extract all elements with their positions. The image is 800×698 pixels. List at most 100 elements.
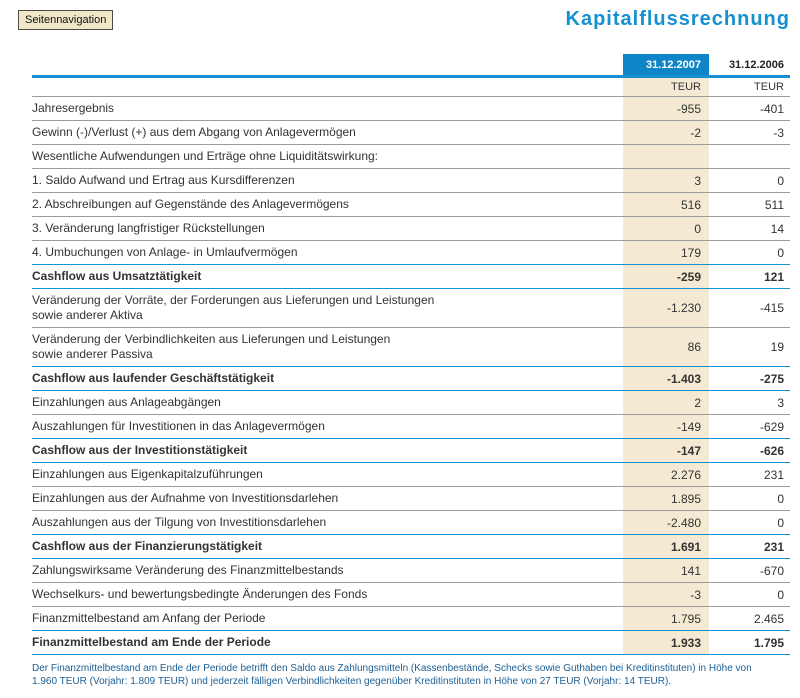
table-row: Jahresergebnis -955 -401 xyxy=(32,97,790,121)
unit-label-2006: TEUR xyxy=(754,81,784,93)
row-value-2007: -955 xyxy=(623,97,709,120)
table-row: Wesentliche Aufwendungen und Erträge ohn… xyxy=(32,145,790,169)
header-rule xyxy=(32,75,790,78)
row-value-2007: 1.691 xyxy=(623,535,709,558)
row-label: Gewinn (-)/Verlust (+) aus dem Abgang vo… xyxy=(32,125,356,139)
row-value-2006: 231 xyxy=(763,467,784,482)
row-label: Cashflow aus der Investitionstätigkeit xyxy=(32,443,248,457)
table-row: Finanzmittelbestand am Anfang der Period… xyxy=(32,607,790,631)
row-value-2007: -2.480 xyxy=(623,511,709,534)
table-row: Cashflow aus laufender Geschäftstätigkei… xyxy=(32,367,790,391)
row-value-2006: 14 xyxy=(770,221,784,236)
row-value-2007: 141 xyxy=(623,559,709,582)
row-value-2007: 3 xyxy=(623,169,709,192)
row-value-2006: 0 xyxy=(777,245,784,260)
row-value-2006: 1.795 xyxy=(753,635,784,650)
table-row: Einzahlungen aus Anlageabgängen 2 3 xyxy=(32,391,790,415)
row-value-2007: -2 xyxy=(623,121,709,144)
row-label: Einzahlungen aus Anlageabgängen xyxy=(32,395,221,409)
table-row: Zahlungswirksame Veränderung des Finanzm… xyxy=(32,559,790,583)
table-row: Einzahlungen aus der Aufnahme von Invest… xyxy=(32,487,790,511)
row-value-2007: -259 xyxy=(623,265,709,288)
row-value-2007: 1.933 xyxy=(623,631,709,654)
row-label: Auszahlungen aus der Tilgung von Investi… xyxy=(32,515,327,529)
table-row: Cashflow aus der Finanzierungstätigkeit … xyxy=(32,535,790,559)
row-value-2006: -415 xyxy=(759,301,784,315)
header-spacer xyxy=(32,54,623,75)
table-row: Einzahlungen aus Eigenkapitalzuführungen… xyxy=(32,463,790,487)
table-row: Wechselkurs- und bewertungsbedingte Ände… xyxy=(32,583,790,607)
row-value-2006 xyxy=(714,145,790,168)
row-label: Veränderung der Vorräte, der Forderungen… xyxy=(32,293,435,322)
row-value-2006: 121 xyxy=(763,269,784,284)
row-value-2007: 1.895 xyxy=(623,487,709,510)
row-value-2006: -275 xyxy=(759,371,784,386)
row-value-2006: 3 xyxy=(777,395,784,410)
table-row: Cashflow aus der Investitionstätigkeit -… xyxy=(32,439,790,463)
row-label: Cashflow aus Umsatztätigkeit xyxy=(32,269,202,283)
table-row: Gewinn (-)/Verlust (+) aus dem Abgang vo… xyxy=(32,121,790,145)
table-row: 4. Umbuchungen von Anlage- in Umlaufverm… xyxy=(32,241,790,265)
col-header-2007: 31.12.2007 xyxy=(623,54,709,75)
row-label: 1. Saldo Aufwand und Ertrag aus Kursdiff… xyxy=(32,173,295,187)
row-value-2007: 0 xyxy=(623,217,709,240)
row-value-2006: -626 xyxy=(759,443,784,458)
row-label: Cashflow aus laufender Geschäftstätigkei… xyxy=(32,371,275,385)
table-header-row: 31.12.2007 31.12.2006 xyxy=(32,54,790,75)
row-value-2006: 0 xyxy=(777,587,784,602)
row-label: Wechselkurs- und bewertungsbedingte Ände… xyxy=(32,587,368,601)
row-label: Zahlungswirksame Veränderung des Finanzm… xyxy=(32,563,344,577)
table-body: Jahresergebnis -955 -401 Gewinn (-)/Verl… xyxy=(32,97,790,655)
cashflow-table: 31.12.2007 31.12.2006 TEUR TEUR Jahreser… xyxy=(32,54,790,655)
unit-label-2007: TEUR xyxy=(623,78,709,96)
row-label: Finanzmittelbestand am Anfang der Period… xyxy=(32,611,266,625)
row-label: Finanzmittelbestand am Ende der Periode xyxy=(32,635,271,649)
unit-spacer xyxy=(32,78,623,96)
row-value-2006: 0 xyxy=(777,491,784,506)
row-value-2007: 86 xyxy=(623,328,709,366)
row-label: Veränderung der Verbindlichkeiten aus Li… xyxy=(32,332,391,361)
table-row: Cashflow aus Umsatztätigkeit -259 121 xyxy=(32,265,790,289)
table-row: 3. Veränderung langfristiger Rückstellun… xyxy=(32,217,790,241)
row-value-2006: 0 xyxy=(777,515,784,530)
table-row: Veränderung der Verbindlichkeiten aus Li… xyxy=(32,328,790,367)
row-label: Wesentliche Aufwendungen und Erträge ohn… xyxy=(32,149,379,163)
row-value-2006: -629 xyxy=(759,419,784,434)
row-value-2006: -3 xyxy=(773,125,784,140)
row-value-2006: 511 xyxy=(764,197,784,212)
row-label: 4. Umbuchungen von Anlage- in Umlaufverm… xyxy=(32,245,298,259)
row-value-2007: -3 xyxy=(623,583,709,606)
table-row: 2. Abschreibungen auf Gegenstände des An… xyxy=(32,193,790,217)
row-value-2007: 516 xyxy=(623,193,709,216)
row-value-2006: 19 xyxy=(770,340,784,354)
row-value-2007: 2.276 xyxy=(623,463,709,486)
row-value-2007: 1.795 xyxy=(623,607,709,630)
row-label: Einzahlungen aus Eigenkapitalzuführungen xyxy=(32,467,263,481)
row-label: Einzahlungen aus der Aufnahme von Invest… xyxy=(32,491,339,505)
col-header-2006: 31.12.2006 xyxy=(728,58,784,71)
seitennavigation-button[interactable]: Seitennavigation xyxy=(18,10,114,30)
table-row: 1. Saldo Aufwand und Ertrag aus Kursdiff… xyxy=(32,169,790,193)
unit-row: TEUR TEUR xyxy=(32,78,790,97)
table-row: Auszahlungen aus der Tilgung von Investi… xyxy=(32,511,790,535)
row-value-2006: -401 xyxy=(759,101,784,116)
row-value-2007: 179 xyxy=(623,241,709,264)
row-label: 2. Abschreibungen auf Gegenstände des An… xyxy=(32,197,349,211)
row-value-2007: -147 xyxy=(623,439,709,462)
row-label: 3. Veränderung langfristiger Rückstellun… xyxy=(32,221,265,235)
row-value-2007 xyxy=(623,145,709,168)
row-value-2007: -1.403 xyxy=(623,367,709,390)
row-label: Auszahlungen für Investitionen in das An… xyxy=(32,419,325,433)
footnote: Der Finanzmittelbestand am Ende der Peri… xyxy=(32,663,752,687)
row-value-2006: 231 xyxy=(763,539,784,554)
page-title: Kapitalflussrechnung xyxy=(565,8,790,30)
row-value-2007: 2 xyxy=(623,391,709,414)
row-value-2007: -149 xyxy=(623,415,709,438)
row-label: Cashflow aus der Finanzierungstätigkeit xyxy=(32,539,263,553)
row-value-2006: -670 xyxy=(759,563,784,578)
table-row: Finanzmittelbestand am Ende der Periode … xyxy=(32,631,790,655)
row-value-2007: -1.230 xyxy=(623,289,709,327)
row-label: Jahresergebnis xyxy=(32,101,115,115)
row-value-2006: 2.465 xyxy=(753,611,784,626)
